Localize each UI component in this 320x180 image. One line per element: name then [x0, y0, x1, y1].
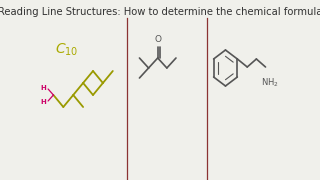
Text: NH$_2$: NH$_2$ — [261, 76, 279, 89]
Text: O: O — [155, 35, 162, 44]
Text: Reading Line Structures: How to determine the chemical formula: Reading Line Structures: How to determin… — [0, 7, 320, 17]
Text: H: H — [41, 99, 47, 105]
Text: H: H — [41, 85, 47, 91]
Text: $C_{10}$: $C_{10}$ — [55, 42, 79, 58]
